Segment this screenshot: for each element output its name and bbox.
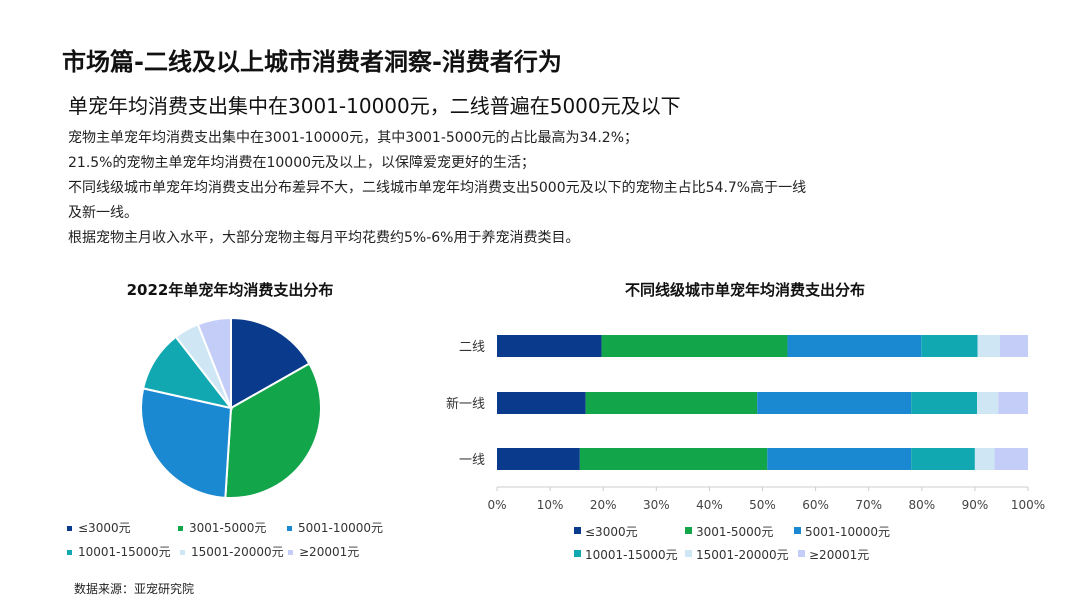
summary-line-1: 宠物主单宠年均消费支出集中在3001-10000元，其中3001-5000元的占… xyxy=(68,130,638,146)
pie-legend-marker-6 xyxy=(288,550,293,555)
pie-legend-marker-4 xyxy=(67,550,72,555)
bar-segment-3-5 xyxy=(974,448,995,470)
pie-legend-label-1: ≤3000元 xyxy=(78,521,131,535)
bar-category-label-3: 一线 xyxy=(459,453,485,468)
bar-x-tick-5: 50% xyxy=(749,498,776,512)
bar-segment-1-4 xyxy=(921,335,978,357)
summary-text: 宠物主单宠年均消费支出集中在3001-10000元，其中3001-5000元的占… xyxy=(68,126,1028,251)
bar-segment-2-4 xyxy=(911,392,978,414)
bar-segment-2-3 xyxy=(757,392,912,414)
pie-legend-marker-1 xyxy=(67,526,72,531)
bar-legend-marker-3 xyxy=(794,527,801,534)
bar-segment-1-3 xyxy=(787,335,922,357)
bar-legend-label-2: 3001-5000元 xyxy=(696,525,773,539)
bar-x-tick-4: 40% xyxy=(696,498,723,512)
data-source: 数据来源：亚宠研究院 xyxy=(74,582,195,596)
summary-line-3: 不同线级城市单宠年均消费支出分布差异不大，二线城市单宠年均消费支出5000元及以… xyxy=(68,180,807,196)
summary-line-4: 及新一线。 xyxy=(68,205,138,221)
bar-segment-2-2 xyxy=(585,392,758,414)
bar-x-tick-3: 30% xyxy=(643,498,670,512)
bar-legend: ≤3000元 3001-5000元 5001-10000元 10001-15000元 1… xyxy=(574,525,890,562)
bar-legend-marker-2 xyxy=(685,527,692,534)
bar-legend-label-3: 5001-10000元 xyxy=(805,525,890,539)
bar-x-tick-0: 0% xyxy=(487,498,506,512)
pie-slice-1 xyxy=(230,316,311,410)
bar-segment-3-3 xyxy=(767,448,912,470)
bar-segment-1-2 xyxy=(601,335,788,357)
bar-segment-1-5 xyxy=(977,335,1000,357)
pie-slice-2 xyxy=(224,362,322,499)
bar-x-tick-8: 80% xyxy=(908,498,935,512)
bar-segment-2-5 xyxy=(977,392,999,414)
pie-legend-marker-3 xyxy=(287,526,292,531)
pie-legend-marker-5 xyxy=(180,550,185,555)
bar-segment-1-6 xyxy=(999,335,1028,357)
pie-slice-6 xyxy=(196,316,232,409)
pie-legend-label-2: 3001-5000元 xyxy=(189,521,266,535)
pie-slice-3 xyxy=(140,387,233,499)
bar-segment-3-4 xyxy=(911,448,975,470)
bar-legend-label-5: 15001-20000元 xyxy=(696,548,789,562)
bar-x-tick-2: 20% xyxy=(590,498,617,512)
bar-x-tick-9: 90% xyxy=(962,498,989,512)
bar-segment-3-1 xyxy=(497,448,580,470)
pie-legend-label-6: ≥20001元 xyxy=(299,545,359,559)
pie-legend-marker-2 xyxy=(178,526,183,531)
pie-legend-label-4: 10001-15000元 xyxy=(78,545,171,559)
page-title: 市场篇-二线及以上城市消费者洞察-消费者行为 xyxy=(62,48,562,76)
pie-legend: ≤3000元 3001-5000元 5001-10000元 10001-15000元 1… xyxy=(67,521,383,559)
bar-legend-label-4: 10001-15000元 xyxy=(585,548,678,562)
bar-x-tick-6: 60% xyxy=(802,498,829,512)
pie-legend-label-3: 5001-10000元 xyxy=(298,521,383,535)
bar-category-label-2: 新一线 xyxy=(446,396,485,412)
pie-chart xyxy=(140,316,322,499)
summary-line-2: 21.5%的宠物主单宠年均消费在10000元及以上，以保障爱宠更好的生活； xyxy=(68,155,536,171)
page-subtitle: 单宠年均消费支出集中在3001-10000元，二线普遍在5000元及以下 xyxy=(68,94,681,118)
pie-chart-title: 2022年单宠年均消费支出分布 xyxy=(126,281,334,299)
bar-x-tick-10: 100% xyxy=(1011,498,1045,512)
summary-line-5: 根据宠物主月收入水平，大部分宠物主每月平均花费约5%-6%用于养宠消费类目。 xyxy=(68,230,580,246)
bar-chart-title: 不同线级城市单宠年均消费支出分布 xyxy=(624,281,865,299)
bar-legend-marker-5 xyxy=(685,550,692,557)
bar-segment-1-1 xyxy=(497,335,602,357)
bar-legend-label-1: ≤3000元 xyxy=(585,525,638,539)
bar-x-tick-7: 70% xyxy=(855,498,882,512)
bar-legend-marker-4 xyxy=(574,550,581,557)
bar-category-label-1: 二线 xyxy=(459,340,485,355)
pie-legend-label-5: 15001-20000元 xyxy=(191,545,284,559)
bar-segment-3-2 xyxy=(579,448,768,470)
bar-legend-marker-6 xyxy=(798,550,805,557)
bar-segment-3-6 xyxy=(994,448,1028,470)
bar-legend-marker-1 xyxy=(574,527,581,534)
bar-segment-2-1 xyxy=(497,392,586,414)
bar-x-tick-1: 10% xyxy=(537,498,564,512)
bar-legend-label-6: ≥20001元 xyxy=(809,548,869,562)
bar-segment-2-6 xyxy=(998,392,1028,414)
